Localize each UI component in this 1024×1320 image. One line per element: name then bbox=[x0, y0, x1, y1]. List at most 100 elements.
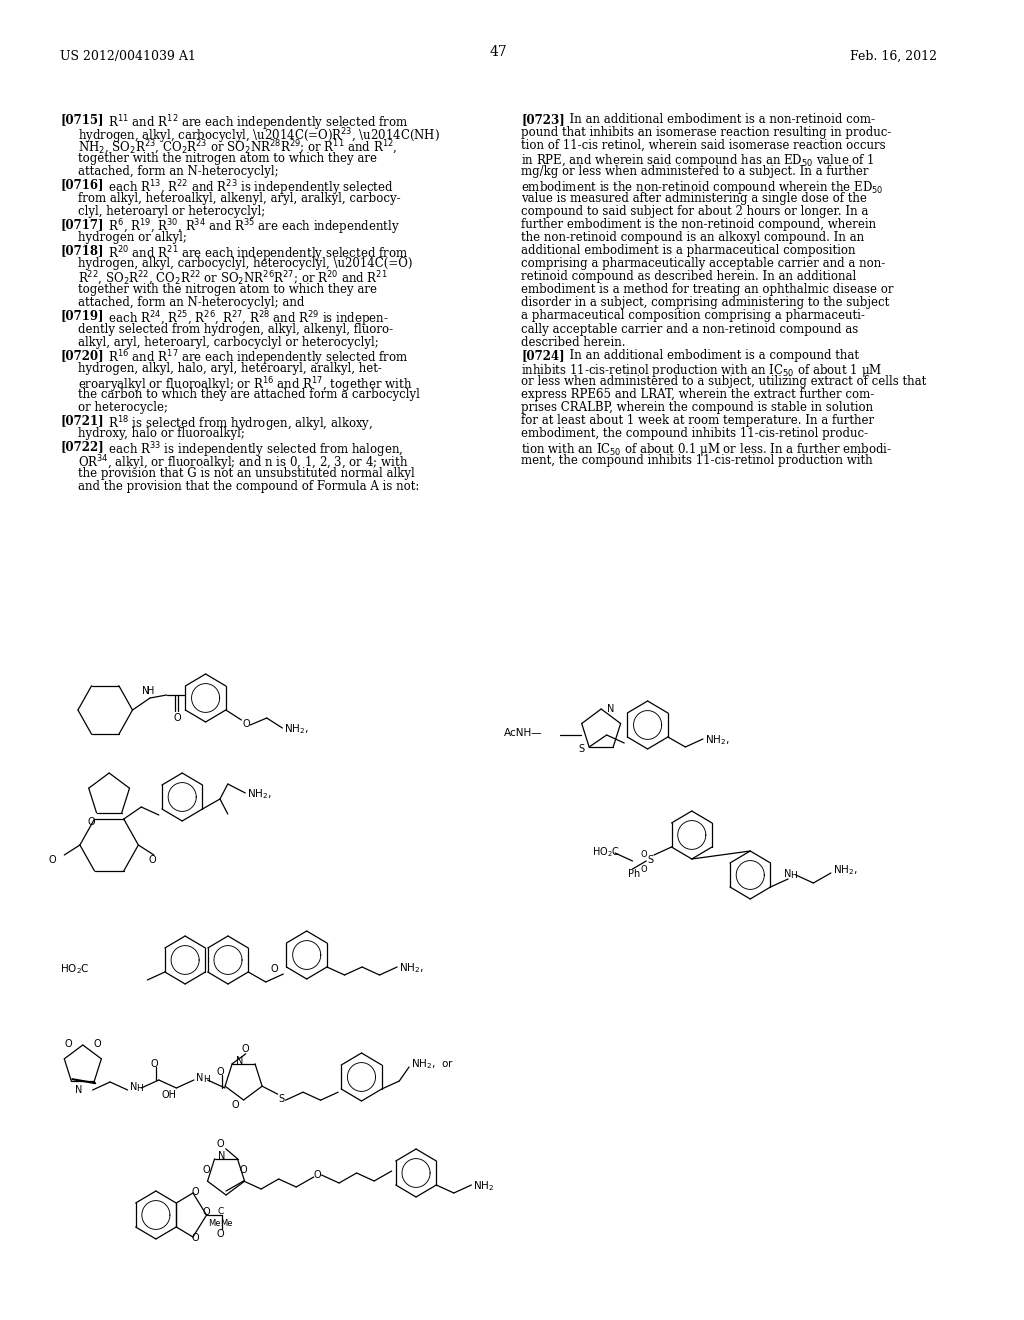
Text: O: O bbox=[191, 1233, 199, 1243]
Text: NH$_2$,: NH$_2$, bbox=[285, 722, 309, 735]
Text: hydrogen, alkyl, carbocyclyl, heterocyclyl, \u2014C(=O): hydrogen, alkyl, carbocyclyl, heterocycl… bbox=[78, 257, 413, 271]
Text: O: O bbox=[216, 1139, 224, 1148]
Text: R$^{11}$ and R$^{12}$ are each independently selected from: R$^{11}$ and R$^{12}$ are each independe… bbox=[101, 114, 409, 132]
Text: [0720]: [0720] bbox=[60, 348, 104, 362]
Text: described herein.: described herein. bbox=[521, 335, 626, 348]
Text: O: O bbox=[65, 1039, 72, 1049]
Text: [0715]: [0715] bbox=[60, 114, 103, 125]
Text: R$^{18}$ is selected from hydrogen, alkyl, alkoxy,: R$^{18}$ is selected from hydrogen, alky… bbox=[101, 414, 374, 434]
Text: [0723]: [0723] bbox=[521, 114, 565, 125]
Text: NH$_2$,: NH$_2$, bbox=[247, 787, 271, 801]
Text: embodiment is the non-retinoid compound wherein the ED$_{50}$: embodiment is the non-retinoid compound … bbox=[521, 178, 884, 195]
Text: H: H bbox=[147, 686, 155, 696]
Text: H: H bbox=[791, 871, 798, 880]
Text: S: S bbox=[647, 855, 653, 865]
Text: hydrogen, alkyl, halo, aryl, heteroaryl, aralkyl, het-: hydrogen, alkyl, halo, aryl, heteroaryl,… bbox=[78, 362, 382, 375]
Text: the carbon to which they are attached form a carbocyclyl: the carbon to which they are attached fo… bbox=[78, 388, 420, 401]
Text: O: O bbox=[148, 855, 156, 865]
Text: O: O bbox=[49, 855, 56, 865]
Text: S: S bbox=[279, 1094, 285, 1105]
Text: [0718]: [0718] bbox=[60, 244, 103, 257]
Text: [0717]: [0717] bbox=[60, 218, 103, 231]
Text: tion of 11-cis retinol, wherein said isomerase reaction occurs: tion of 11-cis retinol, wherein said iso… bbox=[521, 139, 886, 152]
Text: [0722]: [0722] bbox=[60, 441, 104, 454]
Text: AcNH—: AcNH— bbox=[504, 729, 543, 738]
Text: each R$^{33}$ is independently selected from halogen,: each R$^{33}$ is independently selected … bbox=[101, 441, 403, 461]
Text: ment, the compound inhibits 11-cis-retinol production with: ment, the compound inhibits 11-cis-retin… bbox=[521, 454, 872, 466]
Text: In an additional embodiment is a non-retinoid com-: In an additional embodiment is a non-ret… bbox=[562, 114, 876, 125]
Text: additional embodiment is a pharmaceutical composition: additional embodiment is a pharmaceutica… bbox=[521, 244, 856, 257]
Text: [0719]: [0719] bbox=[60, 309, 103, 322]
Text: eroaryalkyl or fluoroalkyl; or R$^{16}$ and R$^{17}$, together with: eroaryalkyl or fluoroalkyl; or R$^{16}$ … bbox=[78, 375, 413, 395]
Text: HO$_2$C: HO$_2$C bbox=[592, 845, 620, 859]
Text: 47: 47 bbox=[490, 45, 508, 59]
Text: O: O bbox=[191, 1187, 199, 1197]
Text: C: C bbox=[217, 1206, 223, 1216]
Text: O: O bbox=[203, 1206, 210, 1217]
Text: Me: Me bbox=[220, 1218, 232, 1228]
Text: value is measured after administering a single dose of the: value is measured after administering a … bbox=[521, 191, 867, 205]
Text: NH$_2$, SO$_2$R$^{23}$, CO$_2$R$^{23}$ or SO$_2$NR$^{28}$R$^{29}$; or R$^{11}$ a: NH$_2$, SO$_2$R$^{23}$, CO$_2$R$^{23}$ o… bbox=[78, 139, 397, 157]
Text: OR$^{34}$, alkyl, or fluoroalkyl; and n is 0, 1, 2, 3, or 4; with: OR$^{34}$, alkyl, or fluoroalkyl; and n … bbox=[78, 454, 409, 473]
Text: O: O bbox=[216, 1229, 224, 1239]
Text: NH$_2$,: NH$_2$, bbox=[399, 961, 424, 974]
Text: US 2012/0041039 A1: US 2012/0041039 A1 bbox=[60, 50, 197, 63]
Text: O: O bbox=[240, 1166, 248, 1175]
Text: alkyl, aryl, heteroaryl, carbocyclyl or heterocyclyl;: alkyl, aryl, heteroaryl, carbocyclyl or … bbox=[78, 335, 379, 348]
Text: O: O bbox=[641, 865, 647, 874]
Text: N: N bbox=[784, 869, 792, 879]
Text: or less when administered to a subject, utilizing extract of cells that: or less when administered to a subject, … bbox=[521, 375, 927, 388]
Text: N: N bbox=[142, 686, 150, 696]
Text: hydrogen or alkyl;: hydrogen or alkyl; bbox=[78, 231, 186, 244]
Text: Me: Me bbox=[208, 1218, 220, 1228]
Text: hydroxy, halo or fluoroalkyl;: hydroxy, halo or fluoroalkyl; bbox=[78, 428, 245, 441]
Text: inhibits 11-cis-retinol production with an IC$_{50}$ of about 1 μM: inhibits 11-cis-retinol production with … bbox=[521, 362, 883, 379]
Text: O: O bbox=[313, 1170, 322, 1180]
Text: each R$^{24}$, R$^{25}$, R$^{26}$, R$^{27}$, R$^{28}$ and R$^{29}$ is indepen-: each R$^{24}$, R$^{25}$, R$^{26}$, R$^{2… bbox=[101, 309, 389, 329]
Text: a pharmaceutical composition comprising a pharmaceuti-: a pharmaceutical composition comprising … bbox=[521, 309, 865, 322]
Text: prises CRALBP, wherein the compound is stable in solution: prises CRALBP, wherein the compound is s… bbox=[521, 401, 873, 414]
Text: H: H bbox=[203, 1074, 210, 1084]
Text: the non-retinoid compound is an alkoxyl compound. In an: the non-retinoid compound is an alkoxyl … bbox=[521, 231, 864, 244]
Text: [0724]: [0724] bbox=[521, 348, 565, 362]
Text: embodiment, the compound inhibits 11-cis-retinol produc-: embodiment, the compound inhibits 11-cis… bbox=[521, 428, 868, 441]
Text: O: O bbox=[641, 850, 647, 859]
Text: O: O bbox=[173, 713, 181, 723]
Text: comprising a pharmaceutically acceptable carrier and a non-: comprising a pharmaceutically acceptable… bbox=[521, 257, 886, 271]
Text: R$^{6}$, R$^{19}$, R$^{30}$, R$^{34}$ and R$^{35}$ are each independently: R$^{6}$, R$^{19}$, R$^{30}$, R$^{34}$ an… bbox=[101, 218, 400, 238]
Text: Ph: Ph bbox=[629, 869, 641, 879]
Text: N: N bbox=[607, 704, 614, 714]
Text: O: O bbox=[242, 1044, 250, 1053]
Text: clyl, heteroaryl or heterocyclyl;: clyl, heteroaryl or heterocyclyl; bbox=[78, 205, 265, 218]
Text: mg/kg or less when administered to a subject. In a further: mg/kg or less when administered to a sub… bbox=[521, 165, 868, 178]
Text: for at least about 1 week at room temperature. In a further: for at least about 1 week at room temper… bbox=[521, 414, 874, 428]
Text: O: O bbox=[203, 1166, 210, 1175]
Text: pound that inhibits an isomerase reaction resulting in produc-: pound that inhibits an isomerase reactio… bbox=[521, 127, 892, 139]
Text: NH$_2$,: NH$_2$, bbox=[833, 863, 857, 876]
Text: embodiment is a method for treating an ophthalmic disease or: embodiment is a method for treating an o… bbox=[521, 284, 894, 296]
Text: together with the nitrogen atom to which they are: together with the nitrogen atom to which… bbox=[78, 284, 377, 296]
Text: dently selected from hydrogen, alkyl, alkenyl, fluoro-: dently selected from hydrogen, alkyl, al… bbox=[78, 322, 393, 335]
Text: N: N bbox=[196, 1073, 203, 1082]
Text: further embodiment is the non-retinoid compound, wherein: further embodiment is the non-retinoid c… bbox=[521, 218, 877, 231]
Text: N: N bbox=[236, 1056, 244, 1067]
Text: O: O bbox=[270, 964, 279, 974]
Text: Feb. 16, 2012: Feb. 16, 2012 bbox=[850, 50, 937, 63]
Text: and the provision that the compound of Formula A is not:: and the provision that the compound of F… bbox=[78, 479, 419, 492]
Text: NH$_2$,  or: NH$_2$, or bbox=[411, 1057, 454, 1071]
Text: cally acceptable carrier and a non-retinoid compound as: cally acceptable carrier and a non-retin… bbox=[521, 322, 858, 335]
Text: or heterocycle;: or heterocycle; bbox=[78, 401, 168, 414]
Text: hydrogen, alkyl, carbocyclyl, \u2014C(=O)R$^{23}$, \u2014C(NH): hydrogen, alkyl, carbocyclyl, \u2014C(=O… bbox=[78, 127, 440, 145]
Text: N: N bbox=[130, 1082, 137, 1092]
Text: attached, form an N-heterocyclyl; and: attached, form an N-heterocyclyl; and bbox=[78, 297, 304, 309]
Text: S: S bbox=[579, 744, 585, 754]
Text: compound to said subject for about 2 hours or longer. In a: compound to said subject for about 2 hou… bbox=[521, 205, 868, 218]
Text: each R$^{13}$, R$^{22}$ and R$^{23}$ is independently selected: each R$^{13}$, R$^{22}$ and R$^{23}$ is … bbox=[101, 178, 394, 198]
Text: disorder in a subject, comprising administering to the subject: disorder in a subject, comprising admini… bbox=[521, 297, 890, 309]
Text: O: O bbox=[151, 1059, 158, 1069]
Text: O: O bbox=[216, 1067, 224, 1077]
Text: In an additional embodiment is a compound that: In an additional embodiment is a compoun… bbox=[562, 348, 859, 362]
Text: OH: OH bbox=[161, 1090, 176, 1100]
Text: R$^{22}$, SO$_2$R$^{22}$, CO$_2$R$^{22}$ or SO$_2$NR$^{26}$R$^{27}$; or R$^{20}$: R$^{22}$, SO$_2$R$^{22}$, CO$_2$R$^{22}$… bbox=[78, 271, 387, 288]
Text: O: O bbox=[93, 1039, 101, 1049]
